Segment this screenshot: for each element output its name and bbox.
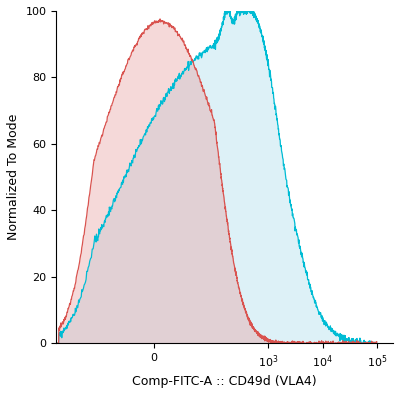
- Y-axis label: Normalized To Mode: Normalized To Mode: [7, 114, 20, 240]
- X-axis label: Comp-FITC-A :: CD49d (VLA4): Comp-FITC-A :: CD49d (VLA4): [132, 375, 317, 388]
